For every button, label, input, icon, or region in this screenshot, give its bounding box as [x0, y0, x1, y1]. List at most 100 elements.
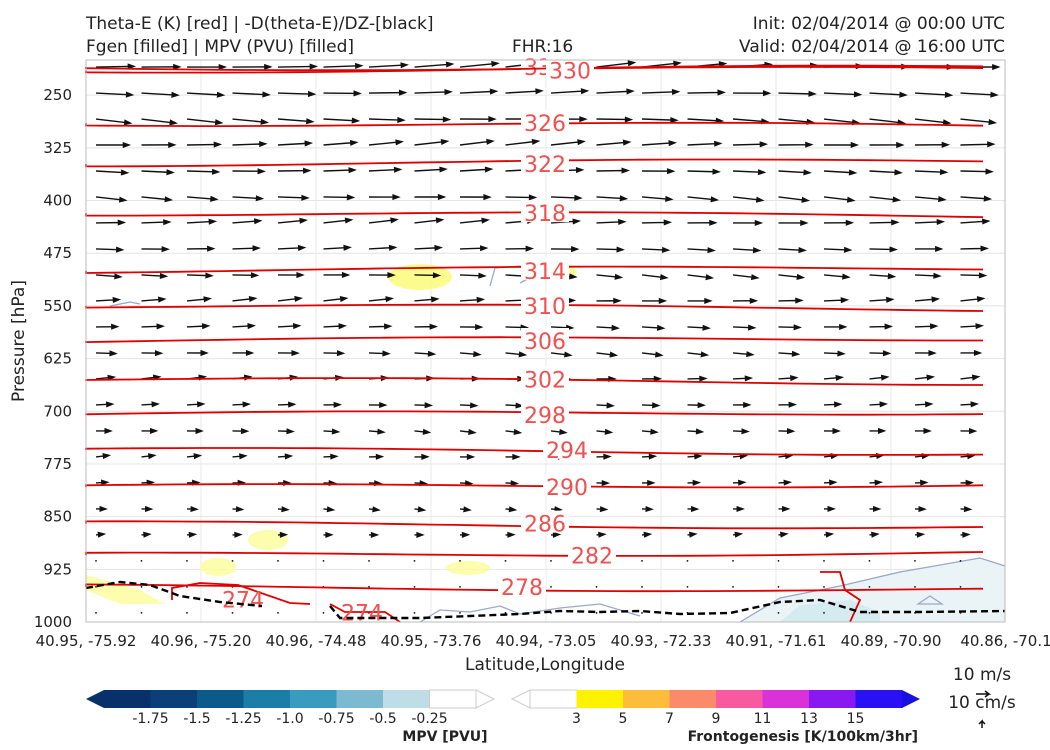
- wind-vector: [323, 453, 339, 460]
- fgen-fill: [388, 264, 452, 290]
- wind-vector: [368, 559, 370, 562]
- wind-vector: [323, 401, 343, 408]
- wind-vector: [186, 195, 219, 202]
- wind-vector: [277, 401, 297, 408]
- theta-e-label: 274: [222, 588, 264, 613]
- wind-vector: [960, 349, 983, 357]
- wind-vector: [323, 194, 356, 201]
- wind-vector: [641, 88, 681, 95]
- wind-vector: [186, 505, 199, 513]
- wind-vector: [778, 169, 812, 176]
- mpv-contour: [739, 557, 1006, 623]
- wind-vector: [141, 272, 169, 280]
- wind-vector: [95, 118, 133, 126]
- wind-vector: [232, 428, 250, 435]
- wind-vector: [823, 246, 853, 253]
- wind-vector: [277, 295, 303, 302]
- mpv-colorbar-swatch: [336, 690, 384, 708]
- wind-vector: [232, 245, 261, 252]
- wind-vector: [823, 196, 856, 203]
- wind-vector: [368, 428, 386, 435]
- theta-e-contour: [820, 571, 862, 623]
- wind-vector: [778, 401, 798, 408]
- wind-vector: [778, 90, 817, 97]
- wind-vector: [686, 585, 689, 588]
- wind-vector: [959, 559, 962, 562]
- mpv-colorbar-swatch: [429, 689, 477, 709]
- wind-vector: [141, 63, 182, 70]
- wind-vector: [687, 375, 708, 382]
- wind-vector: [732, 247, 762, 254]
- mpv-colorbar-swatch: [383, 690, 430, 708]
- wind-vector: [687, 531, 698, 538]
- theta-e-label: 282: [571, 544, 613, 569]
- fgen-colorbar-title: Frontogenesis [K/100km/3hr]: [688, 729, 918, 745]
- theta-e-label: 302: [524, 369, 566, 394]
- fgen-colorbar-swatch: [855, 690, 903, 708]
- wind-vector: [641, 324, 666, 331]
- wind-vector: [869, 350, 892, 357]
- plot-frame: [85, 59, 1006, 623]
- wind-vector: [778, 297, 804, 304]
- wind-vector: [368, 531, 380, 538]
- wind-vector: [687, 402, 707, 409]
- wind-vector: [869, 219, 900, 226]
- wind-vector: [368, 62, 409, 69]
- chart-title-left-2: Fgen [filled] | MPV (PVU) [filled]: [86, 37, 355, 57]
- wind-vector: [277, 611, 279, 614]
- theta-e-label: 278: [501, 576, 543, 601]
- x-tick-label: 40.95, -75.92: [36, 632, 137, 650]
- wind-vector: [960, 168, 994, 175]
- wind-vector: [732, 90, 772, 97]
- wind-vector: [641, 297, 668, 304]
- wind-vector: [823, 297, 850, 304]
- wind-vector: [186, 91, 226, 98]
- wind-vector: [277, 506, 290, 513]
- wind-vector: [914, 401, 934, 408]
- wind-vector: [277, 453, 294, 460]
- wind-vector: [732, 351, 755, 358]
- wind-vector: [368, 89, 408, 96]
- wind-vector: [687, 297, 713, 304]
- wind-vector: [141, 91, 180, 98]
- wind-vector: [823, 401, 843, 408]
- wind-vector: [641, 585, 643, 588]
- wind-vector: [277, 531, 289, 538]
- wind-vector: [232, 218, 263, 225]
- wind-vector: [778, 479, 793, 486]
- wind-vector: [95, 374, 117, 381]
- wind-vector: [732, 428, 750, 435]
- wind-vector: [459, 506, 472, 513]
- wind-vector: [323, 295, 349, 303]
- wind-vector: [141, 141, 177, 148]
- wind-vector: [141, 401, 160, 408]
- wind-vector: [186, 611, 188, 614]
- wind-vector: [186, 272, 214, 279]
- wind-vector: [960, 245, 989, 252]
- mpv-fill: [780, 600, 880, 622]
- theta-e-label: 310: [524, 295, 566, 320]
- wind-vector: [368, 194, 401, 201]
- wind-vector: [596, 60, 637, 68]
- wind-vector: [550, 194, 583, 201]
- fgen-colorbar-swatch: [623, 690, 670, 708]
- wind-vector: [323, 139, 359, 146]
- x-tick-label: 40.91, -71.61: [726, 632, 827, 650]
- wind-vector: [186, 531, 198, 538]
- wind-vector: [960, 218, 991, 225]
- wind-vector: [459, 453, 476, 460]
- x-tick-label: 40.94, -73.05: [496, 632, 597, 650]
- wind-vector: [414, 116, 452, 123]
- forecast-hour: FHR:16: [512, 37, 574, 57]
- x-tick-label: 40.96, -75.20: [151, 632, 252, 650]
- wind-vector: [414, 138, 450, 146]
- theta-e-contour: [85, 447, 984, 456]
- theta-e-label-bg: [521, 328, 569, 350]
- wind-vector: [596, 218, 627, 226]
- y-tick-label: 325: [43, 139, 72, 157]
- y-tick-label: 400: [43, 192, 72, 210]
- wind-vector: [505, 138, 541, 146]
- wind-vector: [914, 168, 949, 176]
- wind-vector: [277, 167, 312, 174]
- wind-vector: [141, 350, 164, 357]
